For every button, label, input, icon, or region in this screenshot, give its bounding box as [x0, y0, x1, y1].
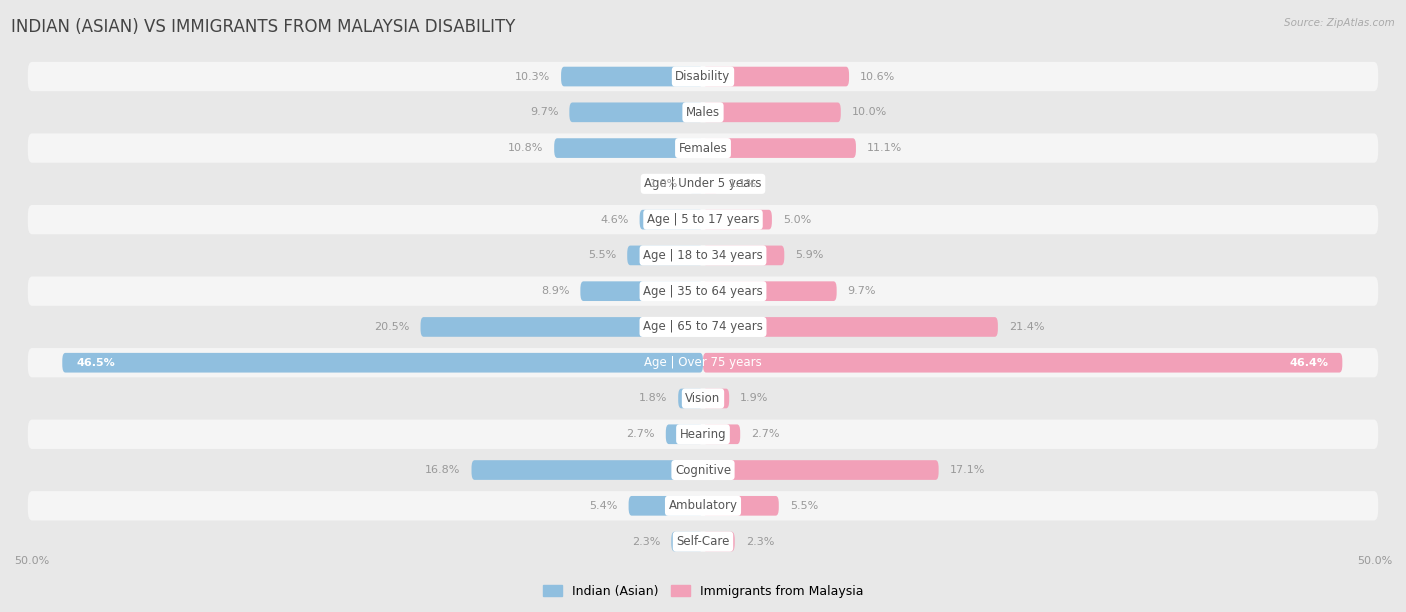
FancyBboxPatch shape: [666, 425, 703, 444]
FancyBboxPatch shape: [28, 348, 1378, 378]
FancyBboxPatch shape: [678, 389, 703, 408]
Text: Source: ZipAtlas.com: Source: ZipAtlas.com: [1284, 18, 1395, 28]
Text: Hearing: Hearing: [679, 428, 727, 441]
FancyBboxPatch shape: [703, 460, 939, 480]
Text: Age | 35 to 64 years: Age | 35 to 64 years: [643, 285, 763, 297]
Text: Self-Care: Self-Care: [676, 535, 730, 548]
Text: 5.0%: 5.0%: [783, 215, 811, 225]
Text: 46.5%: 46.5%: [76, 358, 115, 368]
FancyBboxPatch shape: [28, 384, 1378, 413]
Text: 20.5%: 20.5%: [374, 322, 409, 332]
FancyBboxPatch shape: [703, 67, 849, 86]
Text: Age | Over 75 years: Age | Over 75 years: [644, 356, 762, 369]
Legend: Indian (Asian), Immigrants from Malaysia: Indian (Asian), Immigrants from Malaysia: [538, 580, 868, 602]
Text: 2.3%: 2.3%: [745, 537, 775, 547]
Text: 9.7%: 9.7%: [848, 286, 876, 296]
FancyBboxPatch shape: [703, 353, 1343, 373]
Text: 4.6%: 4.6%: [600, 215, 628, 225]
FancyBboxPatch shape: [28, 420, 1378, 449]
FancyBboxPatch shape: [28, 205, 1378, 234]
FancyBboxPatch shape: [703, 138, 856, 158]
Text: 2.3%: 2.3%: [631, 537, 661, 547]
Text: Ambulatory: Ambulatory: [668, 499, 738, 512]
Text: 1.1%: 1.1%: [730, 179, 758, 189]
Text: 50.0%: 50.0%: [14, 556, 49, 566]
FancyBboxPatch shape: [28, 277, 1378, 306]
Text: 8.9%: 8.9%: [541, 286, 569, 296]
FancyBboxPatch shape: [561, 67, 703, 86]
Text: Age | Under 5 years: Age | Under 5 years: [644, 177, 762, 190]
Text: 5.4%: 5.4%: [589, 501, 617, 511]
Text: Males: Males: [686, 106, 720, 119]
Text: 2.7%: 2.7%: [626, 429, 655, 439]
Text: 1.8%: 1.8%: [638, 394, 668, 403]
Text: 21.4%: 21.4%: [1010, 322, 1045, 332]
FancyBboxPatch shape: [581, 282, 703, 301]
FancyBboxPatch shape: [640, 210, 703, 230]
Text: INDIAN (ASIAN) VS IMMIGRANTS FROM MALAYSIA DISABILITY: INDIAN (ASIAN) VS IMMIGRANTS FROM MALAYS…: [11, 18, 516, 36]
FancyBboxPatch shape: [28, 98, 1378, 127]
FancyBboxPatch shape: [627, 245, 703, 265]
FancyBboxPatch shape: [703, 174, 718, 193]
Text: 10.6%: 10.6%: [860, 72, 896, 81]
Text: 5.9%: 5.9%: [796, 250, 824, 260]
FancyBboxPatch shape: [671, 532, 703, 551]
FancyBboxPatch shape: [554, 138, 703, 158]
Text: 9.7%: 9.7%: [530, 107, 558, 118]
FancyBboxPatch shape: [420, 317, 703, 337]
Text: Vision: Vision: [685, 392, 721, 405]
FancyBboxPatch shape: [703, 532, 735, 551]
FancyBboxPatch shape: [569, 102, 703, 122]
Text: 16.8%: 16.8%: [425, 465, 461, 475]
FancyBboxPatch shape: [703, 210, 772, 230]
Text: 2.7%: 2.7%: [751, 429, 780, 439]
FancyBboxPatch shape: [28, 133, 1378, 163]
Text: 1.9%: 1.9%: [740, 394, 769, 403]
Text: 5.5%: 5.5%: [588, 250, 616, 260]
Text: 50.0%: 50.0%: [1357, 556, 1392, 566]
Text: 10.0%: 10.0%: [852, 107, 887, 118]
Text: 10.3%: 10.3%: [515, 72, 550, 81]
FancyBboxPatch shape: [703, 245, 785, 265]
FancyBboxPatch shape: [703, 425, 740, 444]
FancyBboxPatch shape: [28, 241, 1378, 270]
Text: 17.1%: 17.1%: [949, 465, 986, 475]
Text: Age | 65 to 74 years: Age | 65 to 74 years: [643, 321, 763, 334]
FancyBboxPatch shape: [28, 169, 1378, 198]
FancyBboxPatch shape: [28, 527, 1378, 556]
Text: Age | 5 to 17 years: Age | 5 to 17 years: [647, 213, 759, 226]
FancyBboxPatch shape: [28, 455, 1378, 485]
Text: 10.8%: 10.8%: [508, 143, 543, 153]
FancyBboxPatch shape: [703, 282, 837, 301]
FancyBboxPatch shape: [28, 491, 1378, 520]
Text: Females: Females: [679, 141, 727, 155]
FancyBboxPatch shape: [62, 353, 703, 373]
FancyBboxPatch shape: [28, 62, 1378, 91]
FancyBboxPatch shape: [28, 312, 1378, 341]
Text: 5.5%: 5.5%: [790, 501, 818, 511]
FancyBboxPatch shape: [703, 317, 998, 337]
FancyBboxPatch shape: [471, 460, 703, 480]
FancyBboxPatch shape: [689, 174, 703, 193]
Text: Age | 18 to 34 years: Age | 18 to 34 years: [643, 249, 763, 262]
Text: 46.4%: 46.4%: [1289, 358, 1329, 368]
FancyBboxPatch shape: [703, 496, 779, 516]
Text: Cognitive: Cognitive: [675, 463, 731, 477]
Text: 11.1%: 11.1%: [868, 143, 903, 153]
FancyBboxPatch shape: [703, 102, 841, 122]
Text: Disability: Disability: [675, 70, 731, 83]
Text: 1.0%: 1.0%: [650, 179, 678, 189]
FancyBboxPatch shape: [628, 496, 703, 516]
FancyBboxPatch shape: [703, 389, 730, 408]
